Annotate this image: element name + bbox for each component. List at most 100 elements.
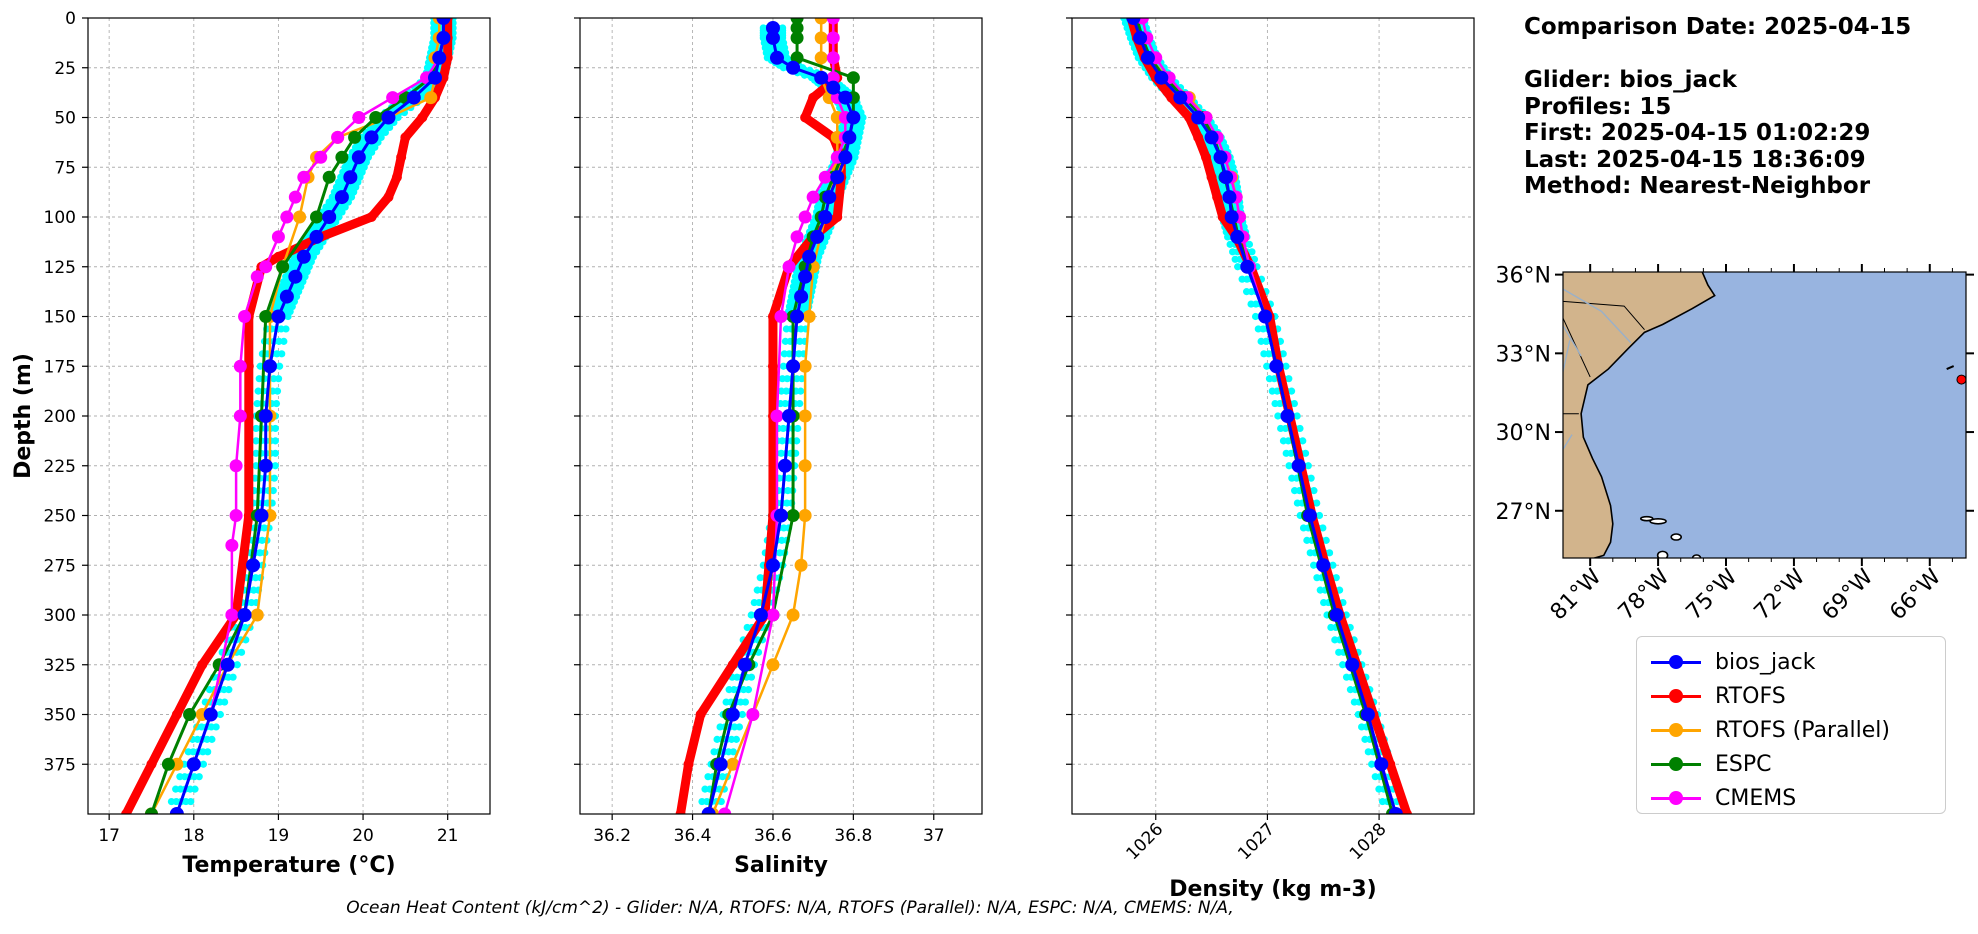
series-point [297, 170, 311, 184]
x-tick-label: 36.8 [834, 826, 872, 846]
series-point [258, 458, 273, 473]
series-point [790, 309, 805, 324]
series-point [846, 110, 861, 125]
glider-raw-point [270, 474, 278, 482]
series-point [695, 709, 706, 720]
y-tick-label: 50 [54, 109, 76, 129]
state-border [1563, 300, 1645, 331]
series-point [391, 172, 402, 183]
glider-raw-point [741, 698, 750, 706]
glider-raw-point [1304, 462, 1312, 470]
series-point [334, 190, 349, 205]
island [1670, 533, 1683, 541]
series-point [725, 707, 740, 722]
y-tick-label: 125 [44, 258, 76, 278]
y-tick-label: 300 [44, 606, 76, 626]
series-point [250, 608, 264, 622]
series-point [186, 757, 201, 772]
glider-raw-point [284, 312, 292, 321]
series-point [1240, 259, 1255, 274]
series-point [766, 658, 780, 672]
series-point [713, 757, 728, 772]
series-point [203, 707, 218, 722]
series-point [220, 657, 235, 672]
series-point [746, 708, 760, 721]
series-point [1212, 192, 1223, 203]
map-area [1563, 272, 1966, 558]
series-point [366, 212, 377, 222]
series-point [802, 310, 816, 323]
glider-raw-point [1315, 511, 1324, 520]
series-point [838, 90, 853, 105]
series-rtofs-parallel- [706, 18, 844, 814]
state-border [1563, 316, 1591, 378]
series-point [786, 359, 801, 374]
salinity-panel: 36.2 36.4 36.6 36.8 37 Salinity [574, 17, 983, 878]
series-point [1360, 707, 1375, 722]
series-point [786, 509, 800, 522]
legend-item: bios_jack [1637, 647, 1815, 677]
series-point [331, 130, 345, 144]
plot-area [121, 18, 457, 814]
series-point [436, 18, 451, 25]
series-point [1269, 359, 1284, 374]
series-point [314, 150, 328, 164]
series-point [790, 31, 804, 45]
series-point [161, 757, 175, 771]
series-point [343, 170, 358, 185]
last-time: Last: 2025-04-15 18:36:09 [1524, 146, 1866, 173]
x-tick-label: 36.2 [593, 826, 631, 846]
series-point [765, 558, 780, 573]
series-point [1140, 50, 1155, 65]
series-point [229, 459, 243, 473]
series-line [707, 27, 855, 814]
series-point [427, 70, 442, 85]
glider-raw-point [798, 375, 806, 383]
series-bios-jack [1126, 18, 1403, 814]
series-point [838, 150, 853, 165]
legend-swatch [1645, 783, 1707, 813]
series-point [701, 807, 716, 814]
legend: bios_jack RTOFS RTOFS (Parallel) ESPC CMEMS [1636, 636, 1946, 814]
series-point [280, 210, 294, 224]
legend-marker [1669, 655, 1683, 669]
glider-raw-point [233, 661, 241, 669]
series-point [806, 190, 820, 204]
y-tick-label: 175 [44, 357, 76, 377]
ocean-heat-content-caption: Ocean Heat Content (kJ/cm^2) - Glider: N… [346, 898, 1234, 918]
y-axis-label: Depth (m) [11, 353, 36, 479]
x-tick-label: 1027 [1234, 819, 1279, 864]
legend-marker [1669, 791, 1683, 805]
series-point [794, 289, 809, 304]
series-point [782, 260, 796, 274]
lon-tick-label: 66°W [1885, 564, 1946, 625]
series-line [707, 18, 855, 814]
series-point [1173, 90, 1188, 105]
series-point [846, 71, 860, 85]
series-point [683, 759, 694, 770]
series-point [818, 170, 832, 184]
series-point [1374, 757, 1389, 772]
series-point [798, 269, 813, 284]
glider-raw-point [1319, 524, 1327, 532]
series-point [246, 558, 261, 573]
glider-raw-point [735, 723, 743, 731]
series-point [786, 60, 801, 75]
series-point [1193, 132, 1204, 143]
series-point [767, 361, 778, 372]
lon-tick-label: 78°W [1614, 564, 1675, 625]
glider-raw-point [1332, 574, 1340, 582]
river [1563, 288, 1632, 344]
series-point [322, 170, 336, 184]
series-point [1280, 409, 1295, 423]
y-tick-label: 350 [44, 706, 76, 726]
series-point [1291, 458, 1306, 473]
river [1563, 324, 1582, 357]
series-point [765, 20, 780, 35]
series-point [753, 608, 768, 622]
series-point [171, 709, 182, 720]
series-point [146, 759, 157, 770]
glider-raw-point [187, 797, 195, 806]
y-tick-label: 200 [44, 407, 76, 427]
lat-tick-label: 33°N [1496, 342, 1551, 367]
